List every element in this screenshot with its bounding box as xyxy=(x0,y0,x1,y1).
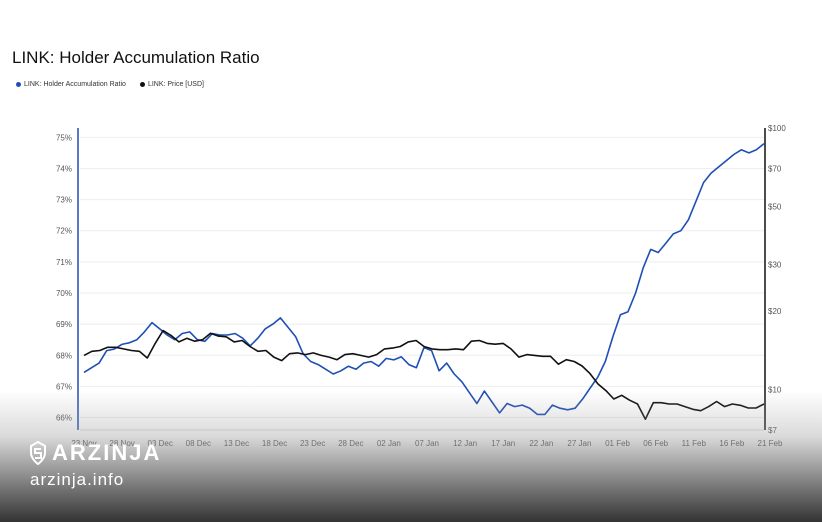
y-left-tick-label: 71% xyxy=(56,258,72,267)
x-tick-label: 27 Jan xyxy=(567,439,591,448)
x-tick-label: 07 Jan xyxy=(415,439,439,448)
legend-label-price: LINK: Price [USD] xyxy=(147,81,204,88)
x-tick-label: 21 Feb xyxy=(758,439,783,448)
legend: LINK: Holder Accumulation Ratio LINK: Pr… xyxy=(16,81,204,88)
x-tick-label: 12 Jan xyxy=(453,439,477,448)
x-tick-label: 08 Dec xyxy=(186,439,211,448)
x-tick-label: 16 Feb xyxy=(719,439,744,448)
legend-item-ratio[interactable]: LINK: Holder Accumulation Ratio xyxy=(16,81,126,88)
y-left-tick-label: 73% xyxy=(56,196,72,205)
x-tick-label: 17 Jan xyxy=(491,439,515,448)
x-tick-label: 28 Dec xyxy=(338,439,363,448)
x-tick-label: 06 Feb xyxy=(643,439,668,448)
series-line-holder-ratio xyxy=(83,142,765,416)
x-tick-label: 11 Feb xyxy=(682,439,707,448)
y-left-tick-label: 67% xyxy=(56,382,72,391)
y-right-tick-label: $20 xyxy=(768,307,782,316)
y-right-tick-label: $100 xyxy=(768,124,786,133)
y-left-tick-label: 75% xyxy=(56,133,72,142)
series-line-price xyxy=(83,329,765,421)
legend-dot-price xyxy=(139,82,145,87)
y-left-tick-label: 68% xyxy=(56,351,72,360)
y-right-tick-label: $50 xyxy=(768,203,782,212)
y-left-tick-label: 66% xyxy=(56,414,72,423)
watermark-url: arzinja.info xyxy=(30,470,125,489)
watermark: ARZINJA arzinja.info xyxy=(30,440,161,490)
x-tick-label: 01 Feb xyxy=(605,439,630,448)
legend-label-ratio: LINK: Holder Accumulation Ratio xyxy=(24,81,126,88)
y-left-tick-label: 69% xyxy=(56,320,72,329)
y-right-tick-label: $30 xyxy=(768,261,782,270)
y-right-tick-label: $7 xyxy=(768,426,777,435)
x-tick-label: 13 Dec xyxy=(224,439,249,448)
y-left-tick-label: 74% xyxy=(56,164,72,173)
legend-item-price[interactable]: LINK: Price [USD] xyxy=(139,81,204,88)
watermark-brand: ARZINJA xyxy=(52,440,162,465)
legend-dot-ratio xyxy=(16,82,21,87)
x-tick-label: 18 Dec xyxy=(262,439,287,448)
y-right-tick-label: $10 xyxy=(768,385,782,394)
x-tick-label: 02 Jan xyxy=(377,439,401,448)
y-left-tick-label: 72% xyxy=(56,227,72,236)
y-left-tick-label: 70% xyxy=(56,289,72,298)
x-tick-label: 22 Jan xyxy=(529,439,553,448)
y-right-tick-label: $70 xyxy=(768,165,782,174)
x-tick-label: 23 Dec xyxy=(300,439,325,448)
arzinja-logo-icon xyxy=(30,441,46,465)
chart-title: LINK: Holder Accumulation Ratio xyxy=(12,48,260,67)
